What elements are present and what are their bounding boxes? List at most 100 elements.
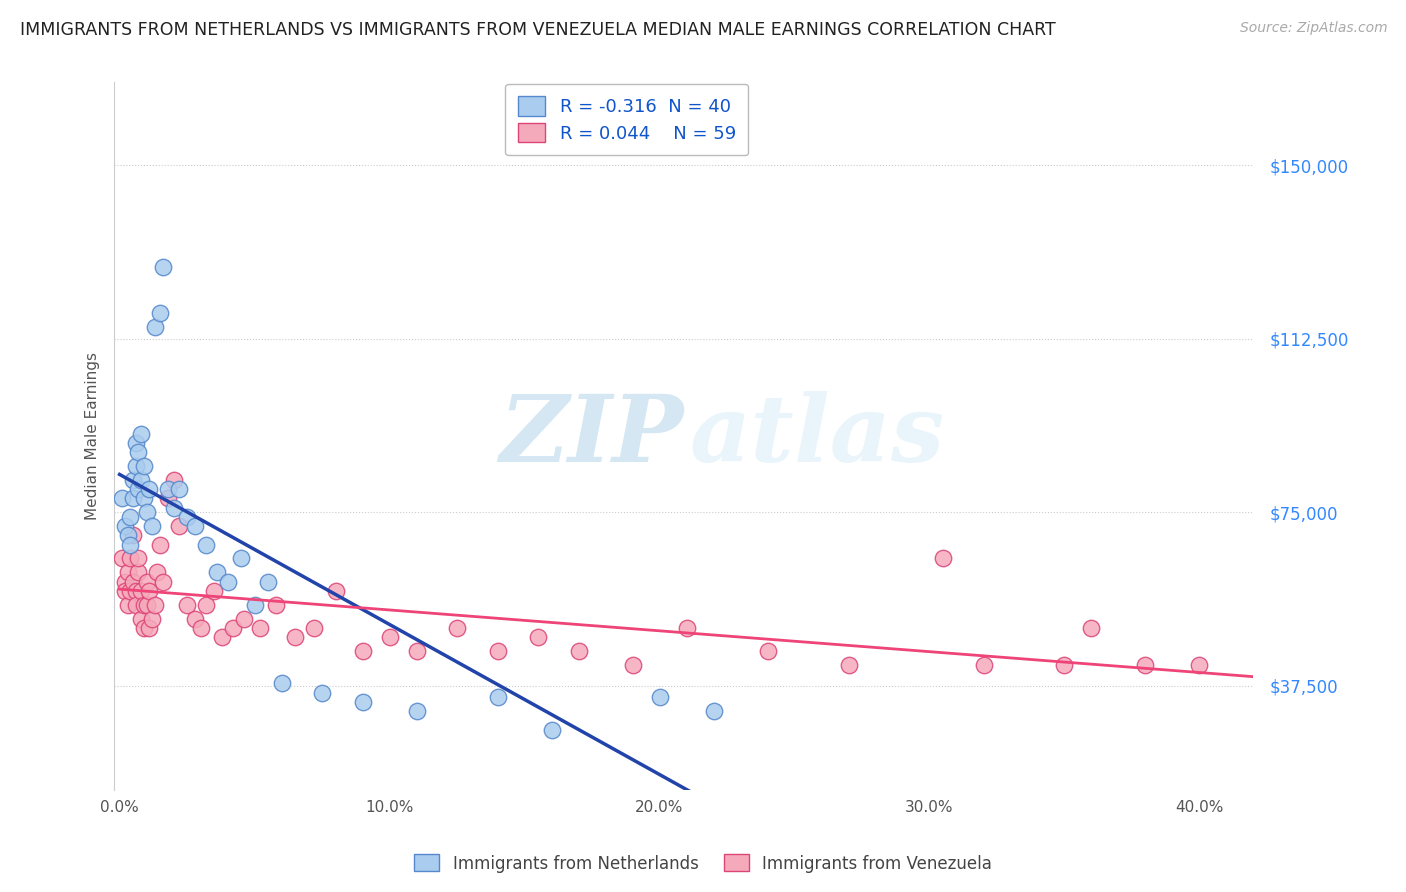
Point (120, 551, 142, 566)
Point (120, 509, 142, 524)
Point (249, 621, 271, 635)
Point (405, 704, 427, 718)
Point (486, 644, 509, 658)
Text: atlas: atlas (689, 391, 945, 481)
Point (217, 574, 239, 589)
Point (205, 566, 228, 580)
Point (973, 657, 995, 672)
Point (222, 621, 245, 635)
Text: IMMIGRANTS FROM NETHERLANDS VS IMMIGRANTS FROM VENEZUELA MEDIAN MALE EARNINGS CO: IMMIGRANTS FROM NETHERLANDS VS IMMIGRANT… (20, 21, 1056, 39)
Point (932, 551, 955, 566)
Point (143, 320, 166, 334)
Point (132, 458, 155, 473)
Point (264, 598, 287, 612)
Point (162, 473, 184, 487)
Point (621, 657, 644, 672)
Point (184, 519, 207, 533)
Point (162, 500, 184, 515)
Point (378, 630, 401, 644)
Point (138, 621, 160, 635)
Point (138, 482, 160, 496)
Point (211, 630, 233, 644)
Point (184, 612, 207, 626)
Text: Source: ZipAtlas.com: Source: ZipAtlas.com (1240, 21, 1388, 36)
Point (138, 583, 160, 598)
Point (114, 574, 136, 589)
Point (152, 260, 174, 274)
Point (352, 644, 374, 658)
Point (202, 583, 225, 598)
Point (127, 551, 149, 566)
Point (702, 704, 724, 718)
Point (190, 621, 212, 635)
Point (567, 644, 589, 658)
Point (132, 621, 155, 635)
Point (232, 612, 254, 626)
Point (157, 491, 180, 506)
Point (540, 723, 562, 737)
Point (243, 598, 266, 612)
Point (157, 482, 180, 496)
Point (311, 686, 333, 700)
Point (117, 528, 139, 542)
Point (446, 621, 468, 635)
Point (167, 519, 190, 533)
Point (114, 519, 136, 533)
Point (1053, 657, 1076, 672)
Point (129, 583, 152, 598)
Y-axis label: Median Male Earnings: Median Male Earnings (86, 351, 100, 520)
Point (1135, 657, 1157, 672)
Legend: Immigrants from Netherlands, Immigrants from Venezuela: Immigrants from Netherlands, Immigrants … (408, 847, 998, 880)
Point (195, 538, 218, 552)
Point (122, 528, 145, 542)
Point (141, 612, 163, 626)
Point (129, 612, 152, 626)
Point (405, 644, 427, 658)
Point (176, 509, 198, 524)
Point (149, 538, 172, 552)
Point (143, 598, 166, 612)
Point (1080, 621, 1102, 635)
Point (122, 491, 145, 506)
Point (132, 598, 155, 612)
Point (284, 630, 307, 644)
Text: ZIP: ZIP (499, 391, 683, 481)
Point (141, 519, 163, 533)
Point (325, 583, 347, 598)
Point (675, 621, 697, 635)
Point (152, 574, 174, 589)
Point (302, 621, 325, 635)
Point (270, 676, 292, 690)
Point (167, 482, 190, 496)
Point (195, 598, 218, 612)
Point (132, 491, 155, 506)
Point (117, 566, 139, 580)
Point (257, 574, 280, 589)
Point (125, 583, 148, 598)
Point (111, 491, 134, 506)
Point (135, 598, 157, 612)
Point (122, 473, 145, 487)
Point (127, 445, 149, 459)
Point (1188, 657, 1211, 672)
Point (120, 583, 142, 598)
Point (111, 551, 134, 566)
Point (486, 690, 509, 705)
Point (176, 598, 198, 612)
Point (127, 566, 149, 580)
Point (352, 695, 374, 709)
Point (146, 566, 169, 580)
Point (125, 458, 148, 473)
Point (149, 306, 172, 320)
Point (527, 630, 550, 644)
Point (129, 426, 152, 441)
Point (756, 644, 779, 658)
Point (125, 598, 148, 612)
Point (135, 574, 157, 589)
Point (127, 482, 149, 496)
Point (114, 583, 136, 598)
Point (125, 435, 148, 450)
Point (648, 690, 671, 705)
Point (120, 538, 142, 552)
Legend: R = -0.316  N = 40, R = 0.044    N = 59: R = -0.316 N = 40, R = 0.044 N = 59 (505, 84, 748, 155)
